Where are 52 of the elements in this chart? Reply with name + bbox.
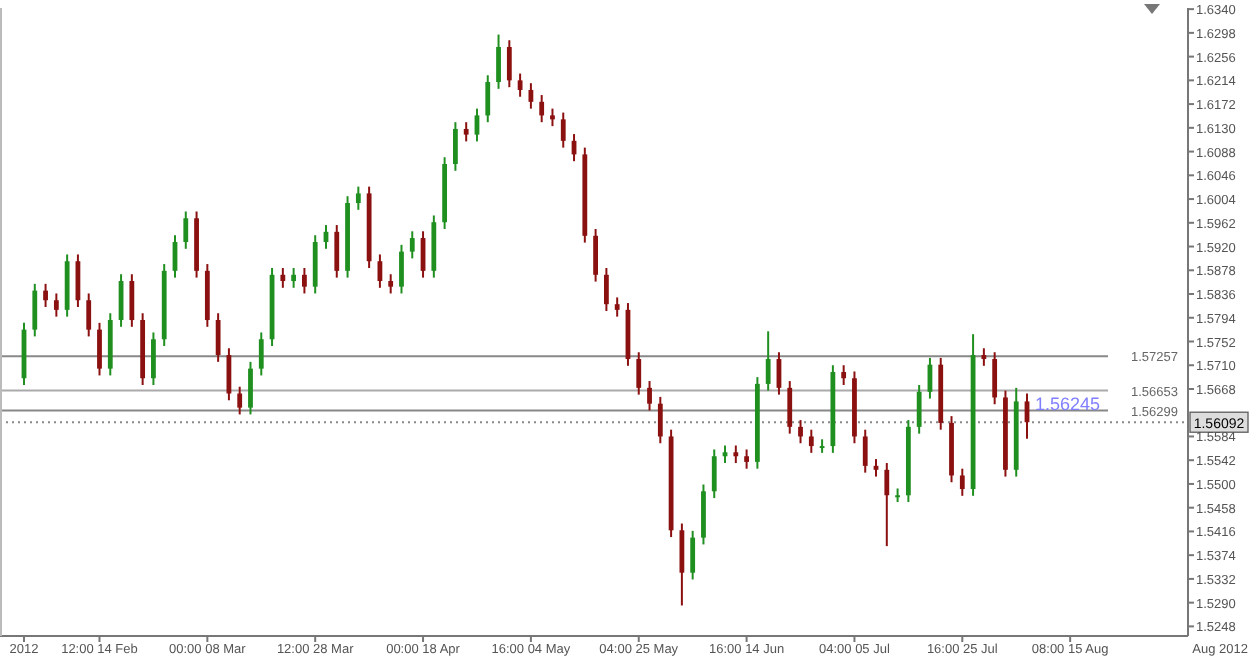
candlestick	[701, 483, 706, 546]
candlestick	[992, 351, 998, 406]
candlestick	[798, 419, 803, 445]
candlestick	[841, 364, 847, 387]
candlestick	[679, 522, 685, 607]
candlestick	[711, 448, 717, 500]
candlestick	[248, 360, 253, 416]
candlestick	[291, 267, 297, 289]
candlestick	[86, 292, 92, 338]
candlestick	[97, 321, 102, 377]
candlestick	[151, 331, 156, 387]
candlestick	[560, 111, 566, 149]
candlestick	[647, 380, 652, 412]
candlestick	[517, 72, 523, 98]
candlestick	[657, 395, 663, 445]
candlestick	[334, 224, 340, 279]
candlestick	[388, 273, 394, 295]
candlestick	[593, 228, 599, 283]
candlestick	[453, 121, 458, 172]
candlestick	[636, 351, 642, 396]
candlestick	[884, 462, 890, 548]
candlestick	[32, 282, 38, 338]
annotation: 1.56245	[1035, 393, 1101, 414]
candlestick	[539, 94, 545, 124]
candlestick	[862, 428, 868, 474]
candlestick	[312, 234, 318, 295]
candlestick	[409, 230, 415, 260]
candlestick	[53, 292, 59, 318]
candlestick	[237, 385, 243, 416]
candlestick	[129, 273, 135, 328]
candlestick	[808, 428, 814, 454]
candlestick	[399, 243, 404, 295]
candlestick	[528, 82, 534, 110]
candlestick	[280, 267, 286, 289]
candlestick	[485, 74, 491, 124]
candlestick	[355, 185, 361, 211]
candlestick	[787, 380, 793, 435]
candlestick	[744, 448, 749, 470]
candlestick	[765, 330, 771, 392]
candlestick	[215, 312, 221, 363]
candlestick	[183, 210, 189, 250]
candlestick	[302, 267, 307, 295]
candlestick	[258, 331, 264, 377]
candlestick	[916, 384, 922, 435]
candlestick	[959, 467, 965, 497]
candlestick	[463, 121, 469, 143]
candlestick	[614, 296, 620, 318]
candlestick	[496, 33, 501, 90]
candlestick	[43, 282, 48, 309]
candlestick	[506, 39, 512, 89]
candlestick	[603, 267, 609, 312]
candlestick	[690, 529, 696, 581]
